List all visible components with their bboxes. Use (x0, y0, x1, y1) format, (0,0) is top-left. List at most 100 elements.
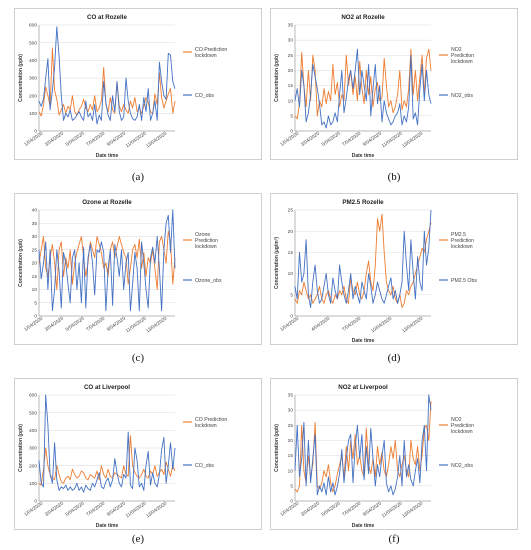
x-tick-label: 3/04/2020 (300, 131, 321, 148)
x-tick-label: 3/04/2020 (44, 501, 65, 518)
x-tick-label: 10/04/2020 (370, 316, 393, 335)
x-tick-label: 13/04/2020 (401, 316, 424, 335)
x-tick-label: 9/04/2020 (362, 131, 383, 148)
x-tick-label: 7/04/2020 (85, 316, 106, 333)
y-tick-label: 20 (32, 261, 38, 267)
y-tick-label: 40 (32, 208, 38, 214)
series-line-prediction (294, 213, 432, 308)
x-tick-label: 11/04/2020 (381, 501, 404, 520)
x-tick-label: 7/04/2020 (341, 131, 362, 148)
series-line-observed (294, 394, 432, 496)
y-tick-label: 0 (290, 314, 293, 320)
series-line-prediction (294, 401, 432, 493)
chart-title: CO at Rozelle (87, 14, 127, 21)
y-tick-label: 15 (288, 250, 294, 256)
x-tick-label: 13/04/2020 (401, 501, 424, 520)
x-tick-label: 7/04/2020 (85, 131, 106, 148)
x-tick-label: 7/04/2020 (341, 501, 362, 518)
y-tick-label: 200 (29, 463, 37, 469)
x-tick-label: 11/04/2020 (381, 131, 404, 150)
y-tick-label: 5 (290, 292, 293, 298)
chart-co-liverpool: CO at Liverpool01002003004005006001/04/2… (18, 384, 227, 529)
y-tick-label: 600 (29, 23, 37, 29)
y-tick-label: 15 (32, 274, 38, 280)
x-tick-label: 3/04/2020 (44, 131, 65, 148)
chart-title: NO2 at Liverpool (338, 384, 388, 391)
y-tick-label: 0 (34, 499, 37, 505)
y-tick-label: 300 (29, 446, 37, 452)
x-tick-label: 3/04/2020 (44, 316, 65, 333)
x-axis-label: Date time (96, 153, 119, 159)
caption-d: (d) (387, 352, 401, 364)
y-tick-label: 20 (288, 68, 294, 74)
x-axis-label: Date time (352, 338, 375, 344)
y-tick-label: 15 (288, 453, 294, 459)
y-tick-label: 5 (34, 300, 37, 306)
y-tick-label: 0 (34, 129, 37, 135)
y-tick-label: 100 (29, 481, 37, 487)
legend-label: PM2.5 Obs (451, 278, 477, 284)
caption-e: (e) (131, 533, 145, 545)
x-tick-label: 11/04/2020 (125, 501, 148, 520)
y-tick-label: 10 (288, 271, 294, 277)
y-tick-label: 15 (288, 83, 294, 89)
x-tick-label: 5/04/2020 (65, 131, 86, 148)
series-line-observed (294, 48, 432, 129)
y-tick-label: 5 (290, 113, 293, 119)
chart-ozone-rozelle: Ozone at Rozelle05101520253035401/04/202… (18, 199, 222, 334)
x-tick-label: 3/04/2020 (300, 501, 321, 518)
y-tick-label: 10 (32, 287, 38, 293)
caption-c: (c) (131, 352, 145, 364)
legend-label: Ozone_obs (195, 278, 222, 284)
x-tick-label: 5/04/2020 (65, 501, 86, 518)
x-tick-label: 5/04/2020 (65, 316, 86, 333)
legend-label: NO2 Prediction lockdown (451, 417, 474, 435)
y-tick-label: 600 (29, 393, 37, 399)
y-axis-label: Concentration (ppb) (18, 239, 24, 287)
y-tick-label: 400 (29, 58, 37, 64)
y-tick-label: 500 (29, 410, 37, 416)
x-tick-label: 5/04/2020 (321, 501, 342, 518)
legend-label: PM2.5 Prediction lockdown (451, 232, 474, 250)
series-line-observed (38, 26, 176, 125)
series-line-prediction (38, 230, 176, 290)
x-tick-label: 13/04/2020 (401, 131, 424, 150)
x-tick-label: 13/04/2020 (145, 131, 168, 150)
x-tick-label: 5/04/2020 (321, 131, 342, 148)
y-axis-label: Concentration (ppb) (274, 54, 280, 102)
legend-label: CO_obs (195, 93, 214, 99)
legend-label: NO2_obs (451, 93, 473, 99)
caption-f: (f) (388, 533, 400, 545)
series-line-observed (38, 394, 176, 493)
y-tick-label: 300 (29, 76, 37, 82)
chart-panel-e: CO at Liverpool 0 100 200 300 400 500 600 1/04/2… (14, 378, 262, 530)
y-axis-label: Concentration (ppb) (18, 54, 24, 102)
y-tick-label: 35 (288, 23, 294, 29)
y-tick-label: 30 (288, 408, 294, 414)
y-tick-label: 400 (29, 428, 37, 434)
y-axis-label: Concentration (ppb) (274, 424, 280, 472)
y-axis-label: Concentration (µg/m³) (274, 237, 280, 289)
y-tick-label: 35 (288, 393, 294, 399)
x-tick-label: 9/04/2020 (362, 501, 383, 518)
legend-label: NO2_obs (451, 463, 473, 469)
caption-a: (a) (131, 171, 145, 183)
chart-title: NO2 at Rozelle (341, 14, 385, 21)
y-tick-label: 25 (32, 247, 38, 253)
y-tick-label: 0 (290, 129, 293, 135)
y-tick-label: 20 (288, 438, 294, 444)
series-line-prediction (38, 435, 176, 486)
y-tick-label: 30 (32, 234, 38, 240)
y-tick-label: 25 (288, 423, 294, 429)
y-tick-label: 20 (288, 229, 294, 235)
y-tick-label: 200 (29, 93, 37, 99)
x-axis-label: Date time (352, 523, 375, 529)
chart-panel-b: NO2 at Rozelle 0 5 10 15 20 25 30 35 1/04/2020 3/0… (270, 8, 518, 160)
y-axis-label: Concentration (ppb) (18, 424, 24, 472)
legend-label: CO Prediction lockdown (195, 47, 227, 59)
x-tick-label: 9/04/2020 (106, 316, 127, 333)
x-tick-label: 7/04/2020 (85, 501, 106, 518)
